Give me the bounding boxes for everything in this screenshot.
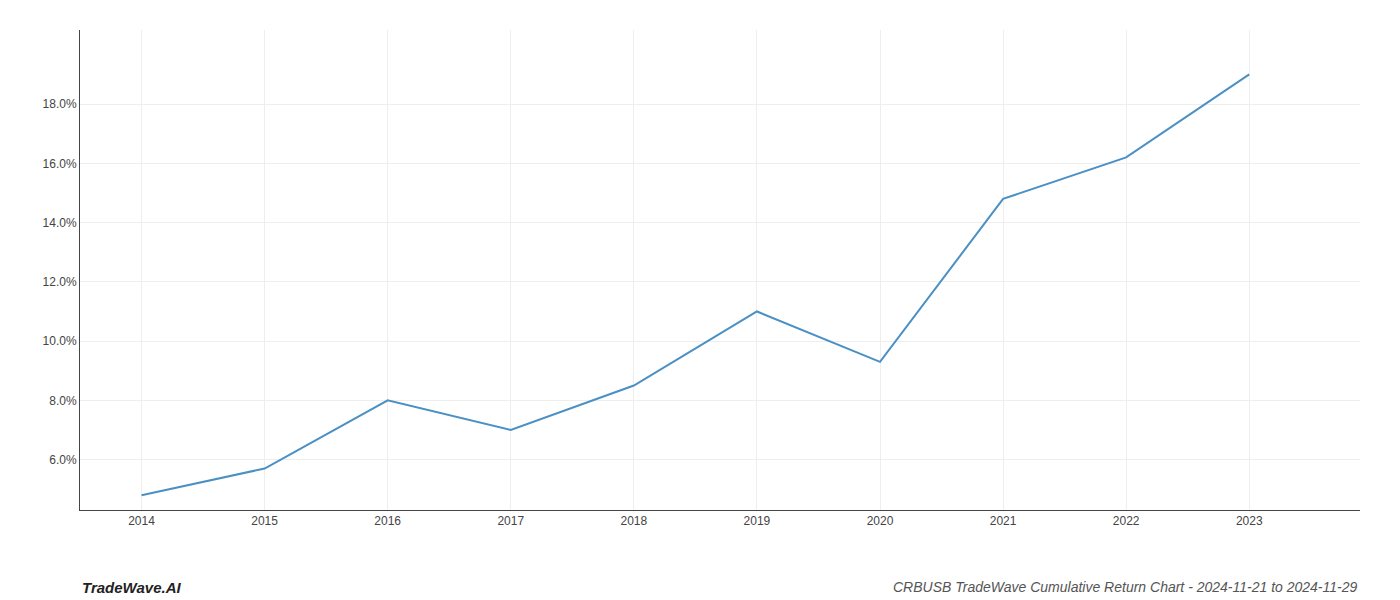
svg-text:2020: 2020 (867, 514, 894, 528)
svg-text:2015: 2015 (251, 514, 278, 528)
svg-text:16.0%: 16.0% (43, 157, 77, 171)
svg-text:2016: 2016 (374, 514, 401, 528)
svg-text:2019: 2019 (744, 514, 771, 528)
svg-text:12.0%: 12.0% (43, 275, 77, 289)
svg-text:2018: 2018 (620, 514, 647, 528)
svg-text:2022: 2022 (1113, 514, 1140, 528)
svg-text:18.0%: 18.0% (43, 97, 77, 111)
svg-text:CRBUSB TradeWave Cumulative Re: CRBUSB TradeWave Cumulative Return Chart… (893, 579, 1358, 595)
svg-text:6.0%: 6.0% (49, 453, 77, 467)
svg-text:2014: 2014 (128, 514, 155, 528)
svg-text:8.0%: 8.0% (49, 394, 77, 408)
svg-text:14.0%: 14.0% (43, 216, 77, 230)
svg-text:2023: 2023 (1236, 514, 1263, 528)
svg-text:10.0%: 10.0% (43, 334, 77, 348)
svg-text:TradeWave.AI: TradeWave.AI (82, 579, 181, 596)
svg-text:2017: 2017 (497, 514, 524, 528)
svg-text:2021: 2021 (990, 514, 1017, 528)
